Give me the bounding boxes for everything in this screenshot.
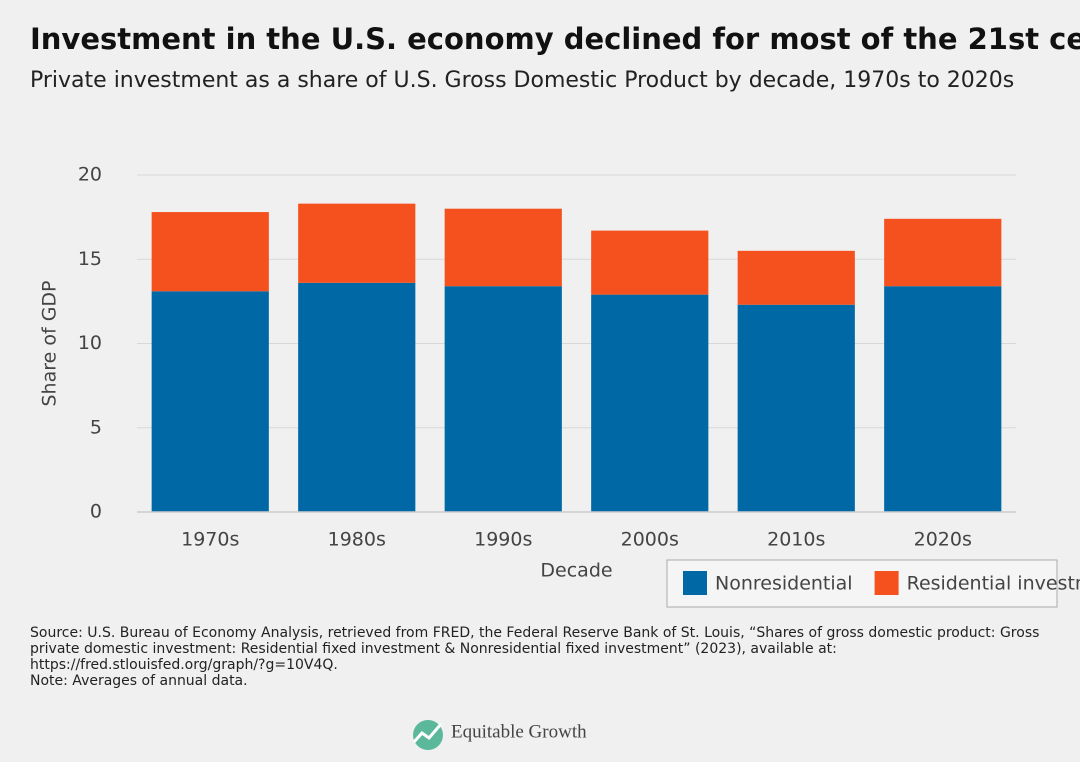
x-tick-label: 1990s <box>474 529 532 551</box>
bar-segment <box>884 218 1002 287</box>
bar-segment <box>737 304 855 512</box>
x-tick-label: 2010s <box>767 529 825 551</box>
legend-label: Residential investment <box>907 573 1080 595</box>
y-axis-label: Share of GDP <box>39 280 61 406</box>
bar-segment <box>151 212 269 292</box>
legend-swatch <box>683 571 707 595</box>
x-tick-label: 2020s <box>914 529 972 551</box>
chart-subtitle: Private investment as a share of U.S. Gr… <box>30 68 1015 93</box>
bar-segment <box>298 282 416 512</box>
source-note: Source: U.S. Bureau of Economy Analysis,… <box>30 625 1050 689</box>
x-tick-label: 1970s <box>181 529 239 551</box>
x-tick-label: 1980s <box>328 529 386 551</box>
y-tick-label: 20 <box>78 164 102 186</box>
note: Note: Averages of annual data. <box>30 673 248 689</box>
y-tick-label: 15 <box>78 248 102 270</box>
y-tick-label: 10 <box>78 332 102 354</box>
bar-segment <box>444 286 562 512</box>
bar-segment <box>591 294 709 512</box>
bar-segment <box>737 250 855 305</box>
y-tick-label: 5 <box>90 416 102 438</box>
bar-segment <box>298 203 416 283</box>
bar-segment <box>884 286 1002 512</box>
y-tick-label: 0 <box>90 501 102 523</box>
brand: Equitable Growth <box>451 721 587 742</box>
bar-segment <box>151 291 269 512</box>
legend-box <box>666 559 1058 608</box>
source: Source: U.S. Bureau of Economy Analysis,… <box>30 625 1040 673</box>
legend-label: Nonresidential <box>715 573 853 595</box>
legend-swatch <box>874 571 899 595</box>
x-axis-label: Decade <box>540 560 612 582</box>
chart-title: Investment in the U.S. economy declined … <box>30 22 1080 56</box>
x-tick-label: 2000s <box>621 529 679 551</box>
logo-icon <box>412 720 443 750</box>
bar-segment <box>591 230 709 295</box>
bar-segment <box>444 208 562 287</box>
